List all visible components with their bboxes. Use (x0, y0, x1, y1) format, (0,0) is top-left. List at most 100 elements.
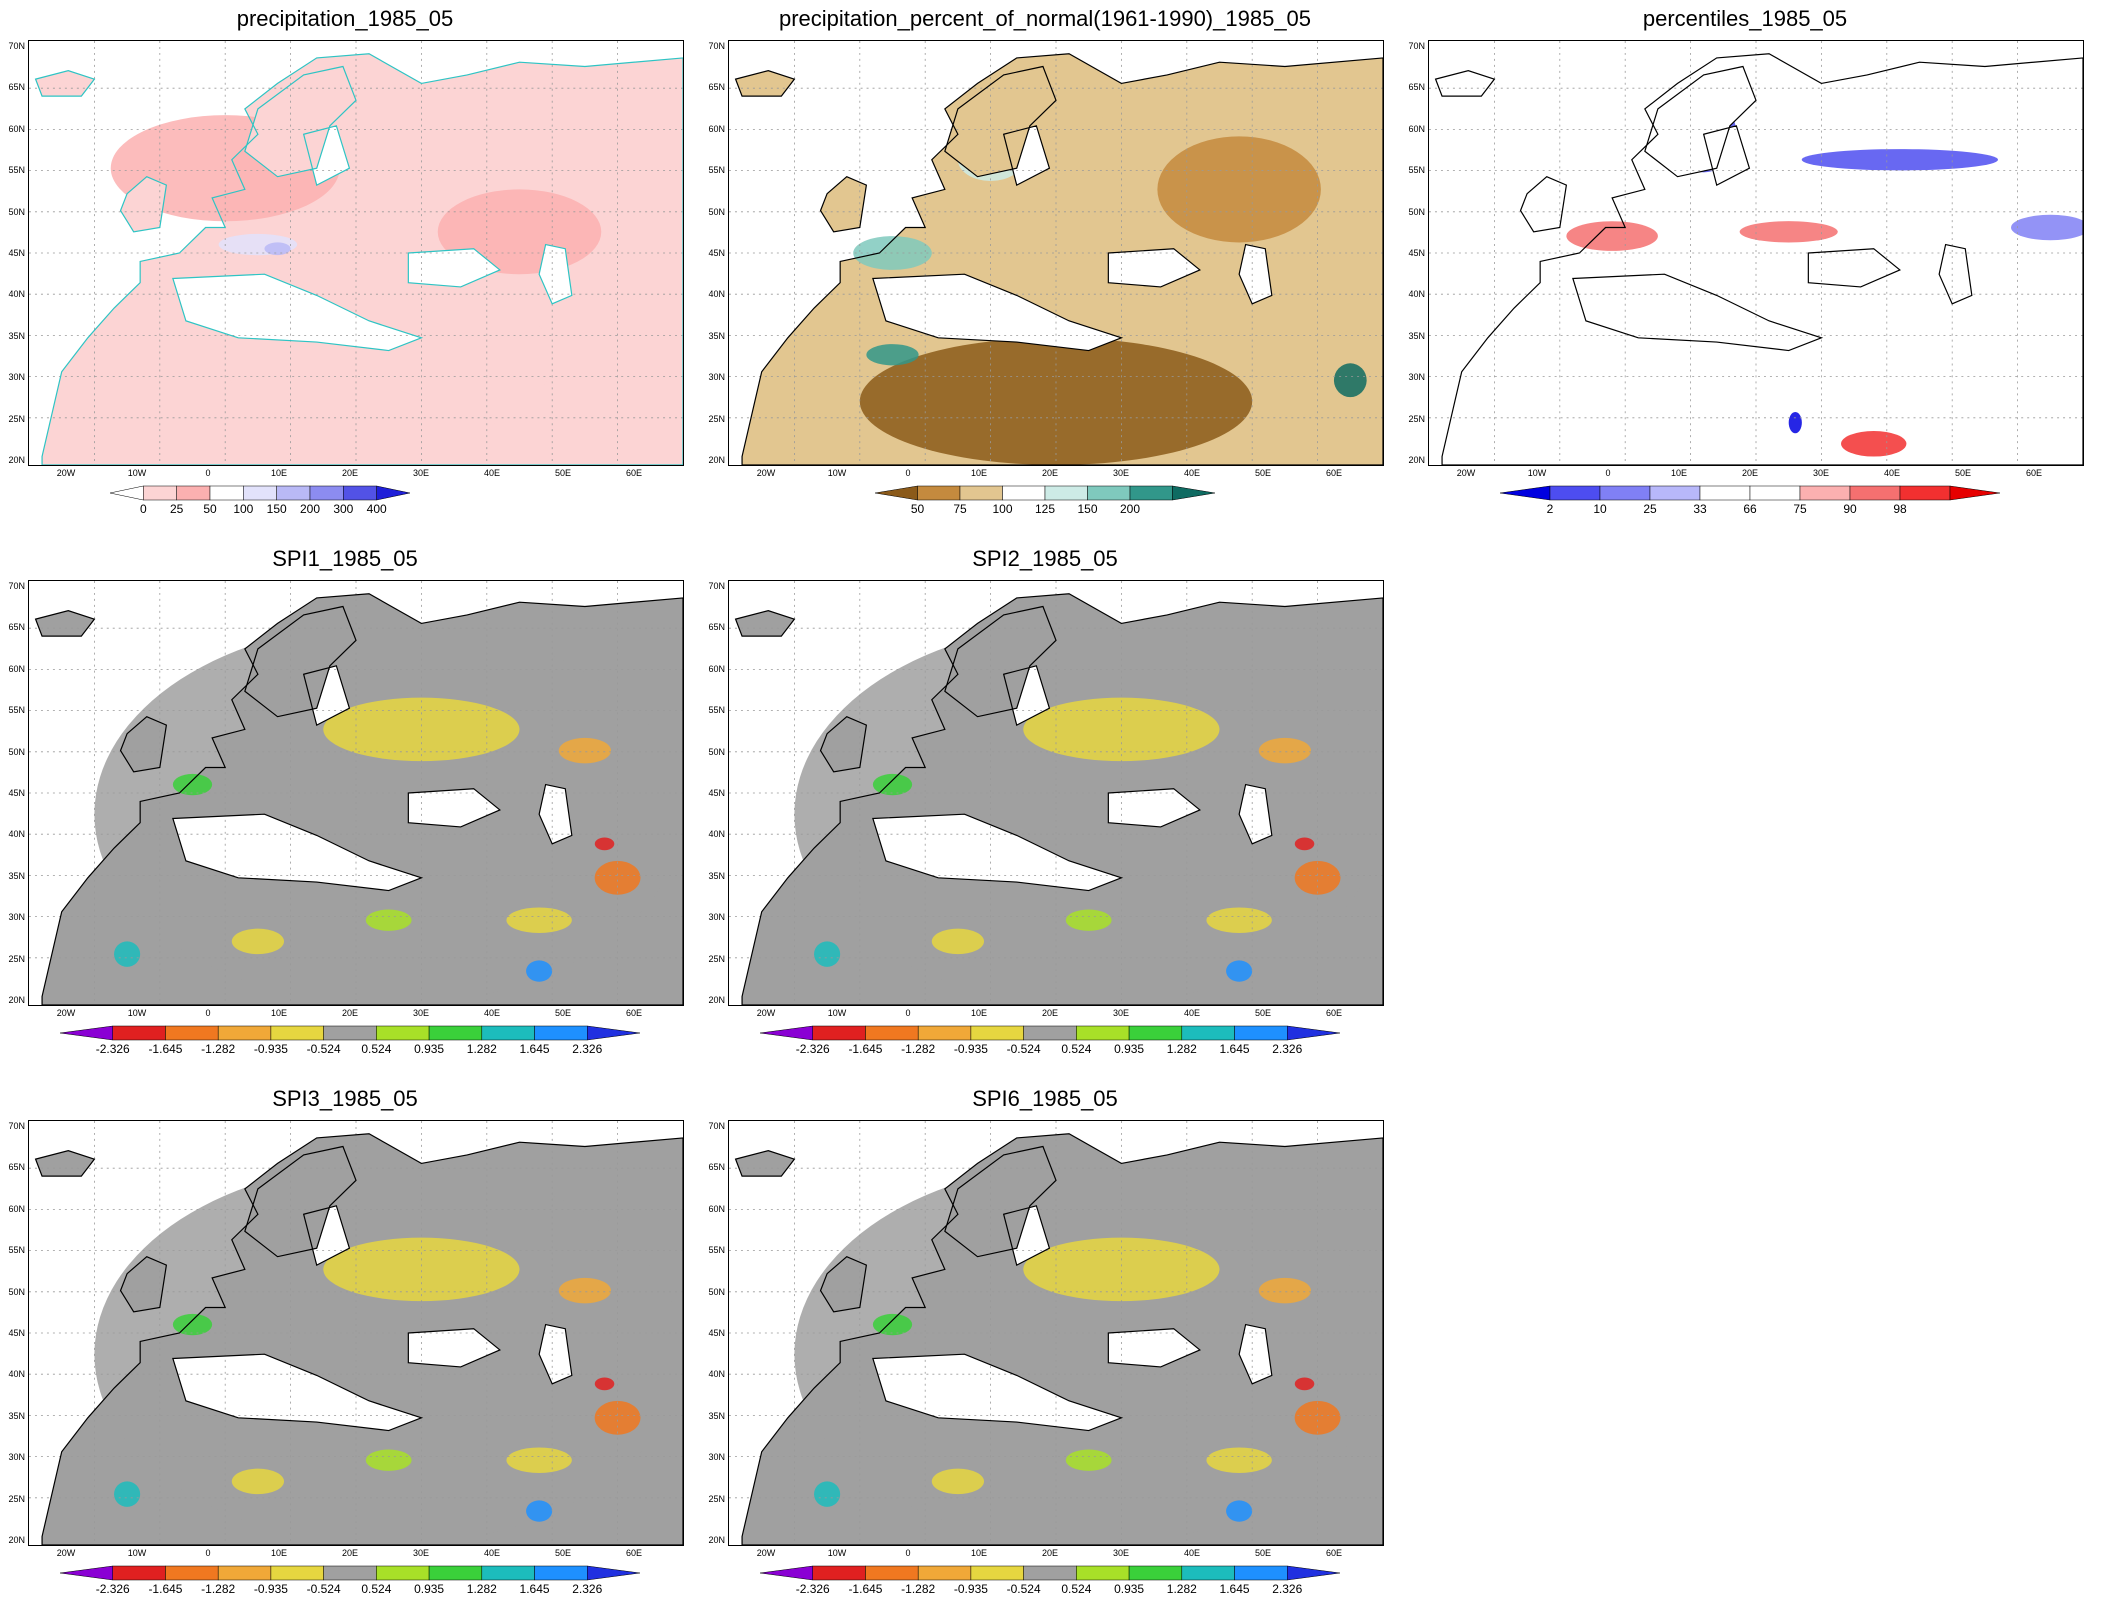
coastline (119, 1255, 168, 1313)
shaded-region (1023, 697, 1220, 762)
longitude-labels: 20W 10W 0 10E 20E 30E 40E 50E 60E (728, 1008, 1384, 1022)
island-shading (244, 66, 356, 177)
island-shading (244, 606, 356, 717)
sea-area (1108, 1328, 1200, 1367)
latitude-tick-label: 35N (8, 1410, 25, 1421)
colorbar-swatch (59, 1025, 113, 1041)
colorbar-swatch (1599, 485, 1651, 501)
shaded-region (853, 236, 932, 270)
map-area (28, 580, 684, 1006)
coastline (741, 1133, 1383, 1545)
map-area (28, 40, 684, 466)
colorbar: -2.326 -1.645 -1.282 -0.935 -0.524 0.524 0.935… (0, 1564, 690, 1604)
island-shading (1435, 70, 1495, 97)
colorbar-level-label: 25 (169, 502, 184, 516)
latitude-tick-label: 30N (8, 372, 25, 383)
colorbar-swatch (165, 1025, 219, 1041)
shaded-region (931, 928, 985, 955)
longitude-tick-label: 30E (412, 468, 430, 478)
colorbar-level-label: -0.935 (953, 1042, 988, 1056)
shaded-region (1258, 737, 1312, 764)
island-shading (944, 606, 1056, 717)
shaded-region (114, 1481, 141, 1507)
island-shading (1520, 176, 1567, 232)
longitude-tick-label: 10E (270, 468, 288, 478)
island-shading (820, 716, 867, 772)
colorbar-swatch (1287, 1025, 1341, 1041)
island-shading (735, 70, 795, 97)
latitude-labels: 70N 65N 60N 55N 50N 45N 40N 35N 30N 25N 20N (700, 1120, 728, 1546)
latitude-tick-label: 55N (708, 705, 725, 716)
colorbar-swatch (1949, 485, 2001, 501)
shaded-region (1294, 1400, 1341, 1435)
longitude-tick-label: 20E (1041, 1548, 1059, 1558)
latitude-tick-label: 60N (708, 1203, 725, 1214)
latitude-tick-label: 60N (8, 663, 25, 674)
sea-area (1239, 244, 1272, 304)
longitude-tick-label: 20W (1456, 468, 1476, 478)
colorbar-swatch (209, 485, 244, 501)
colorbar-swatch (1128, 1565, 1183, 1581)
sea-area (172, 814, 422, 891)
map-area (1428, 40, 2084, 466)
colorbar-level-label: -0.935 (253, 1042, 288, 1056)
colorbar-level-label: 1.645 (1219, 1582, 1250, 1596)
shaded-region (1801, 149, 1998, 171)
colorbar-level-label: 0.524 (1061, 1582, 1092, 1596)
latitude-tick-label: 50N (708, 206, 725, 217)
sea-area (539, 244, 572, 304)
shaded-region (506, 1447, 572, 1473)
shaded-region (1258, 1277, 1312, 1304)
island-shading (1644, 66, 1756, 177)
sea-area (539, 1324, 572, 1384)
colorbar-swatch (428, 1025, 483, 1041)
map-area (728, 1120, 1384, 1546)
latitude-tick-label: 20N (8, 1535, 25, 1545)
colorbar-level-label: 90 (1843, 502, 1857, 516)
shaded-region (172, 1313, 213, 1336)
latitude-tick-label: 25N (1408, 413, 1425, 424)
longitude-tick-label: 30E (412, 1548, 430, 1558)
sea-area (1808, 248, 1900, 287)
colorbar-swatch (812, 1025, 866, 1041)
shaded-region (1157, 136, 1321, 243)
latitude-tick-label: 55N (8, 165, 25, 176)
longitude-tick-label: 20W (56, 1008, 76, 1018)
longitude-tick-label: 0 (205, 468, 211, 478)
coastline (872, 273, 1124, 352)
latitude-tick-label: 45N (708, 1328, 725, 1338)
longitude-tick-label: 50E (1254, 1548, 1272, 1558)
latitude-tick-label: 30N (8, 1452, 25, 1463)
longitude-tick-label: 60E (1325, 1548, 1343, 1558)
longitude-tick-label: 10E (970, 468, 988, 478)
colorbar-swatch (1172, 485, 1216, 501)
colorbar-swatch (865, 1025, 919, 1041)
latitude-tick-label: 40N (8, 829, 25, 840)
latitude-tick-label: 65N (708, 622, 725, 633)
coastline (734, 610, 796, 637)
colorbar-level-label: -0.935 (953, 1582, 988, 1596)
shaded-region (794, 623, 1383, 1005)
colorbar: -2.326 -1.645 -1.282 -0.935 -0.524 0.524 0.935… (700, 1024, 1390, 1064)
colorbar-level-label: 0.935 (414, 1582, 445, 1596)
island-shading (820, 176, 867, 232)
shaded-region (814, 1481, 841, 1507)
colorbar: 50 75 100 125 150 200 (700, 484, 1390, 524)
longitude-tick-label: 30E (1112, 1548, 1130, 1558)
island-shading (244, 1146, 356, 1257)
coastline (172, 273, 424, 352)
colorbar-level-label: 10 (1593, 502, 1607, 516)
latitude-tick-label: 45N (8, 788, 25, 798)
colorbar-level-label: 125 (1034, 502, 1056, 516)
longitude-tick-label: 30E (1812, 468, 1830, 478)
colorbar-swatch (217, 1025, 272, 1041)
colorbar-level-label: 1.645 (519, 1042, 550, 1056)
latitude-tick-label: 30N (708, 912, 725, 923)
colorbar-swatch (481, 1565, 535, 1581)
field-shading (29, 41, 683, 465)
longitude-tick-label: 10E (1670, 468, 1688, 478)
colorbar-swatch (1649, 485, 1701, 501)
longitude-tick-label: 0 (905, 1008, 911, 1018)
colorbar-level-label: 2.326 (572, 1042, 603, 1056)
longitude-tick-label: 0 (905, 1548, 911, 1558)
